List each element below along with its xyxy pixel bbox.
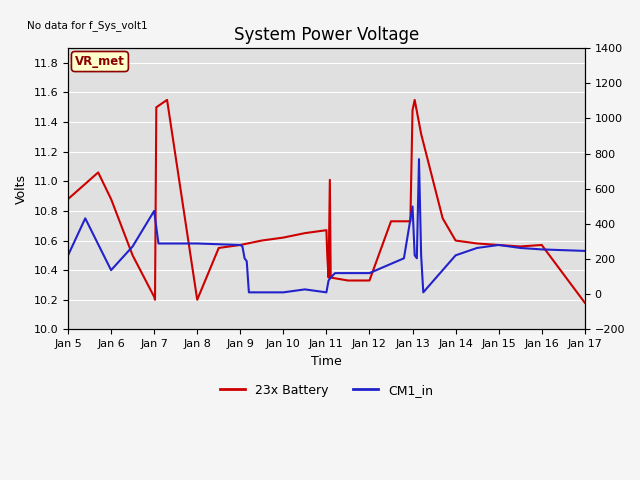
CM1_in: [236, 242, 244, 248]
CM1_in: [155, 240, 163, 246]
23x Battery: [301, 230, 308, 236]
CM1_in: [241, 255, 248, 261]
CM1_in: [243, 258, 251, 264]
23x Battery: [193, 297, 201, 302]
Legend: 23x Battery, CM1_in: 23x Battery, CM1_in: [214, 379, 438, 402]
CM1_in: [516, 245, 524, 251]
23x Battery: [258, 238, 266, 243]
CM1_in: [419, 289, 427, 295]
CM1_in: [400, 255, 408, 261]
CM1_in: [64, 252, 72, 258]
23x Battery: [327, 275, 335, 280]
23x Battery: [581, 300, 589, 306]
CM1_in: [129, 243, 136, 249]
Title: System Power Voltage: System Power Voltage: [234, 26, 419, 44]
23x Battery: [323, 228, 330, 233]
23x Battery: [324, 275, 332, 280]
23x Battery: [387, 218, 395, 224]
CM1_in: [301, 287, 308, 292]
23x Battery: [344, 277, 352, 283]
23x Battery: [163, 97, 171, 103]
Line: 23x Battery: 23x Battery: [68, 100, 585, 303]
CM1_in: [495, 242, 502, 248]
23x Battery: [94, 169, 102, 175]
23x Battery: [215, 245, 223, 251]
23x Battery: [411, 97, 419, 103]
23x Battery: [495, 242, 502, 248]
CM1_in: [417, 252, 425, 258]
23x Battery: [151, 297, 159, 302]
Y-axis label: Volts: Volts: [15, 174, 28, 204]
Line: CM1_in: CM1_in: [68, 159, 585, 292]
23x Battery: [406, 218, 414, 224]
CM1_in: [323, 289, 330, 295]
23x Battery: [474, 240, 481, 246]
Text: VR_met: VR_met: [75, 55, 125, 68]
23x Battery: [236, 242, 244, 248]
CM1_in: [245, 289, 253, 295]
CM1_in: [474, 245, 481, 251]
CM1_in: [411, 252, 419, 258]
23x Battery: [129, 252, 136, 258]
CM1_in: [327, 275, 335, 280]
23x Battery: [326, 177, 333, 183]
CM1_in: [81, 216, 89, 221]
23x Battery: [452, 238, 460, 243]
X-axis label: Time: Time: [311, 355, 342, 368]
23x Battery: [409, 108, 417, 113]
23x Battery: [152, 105, 160, 110]
23x Battery: [439, 216, 447, 221]
CM1_in: [280, 289, 287, 295]
23x Battery: [516, 243, 524, 249]
Text: No data for f_Sys_volt1: No data for f_Sys_volt1: [27, 20, 147, 31]
CM1_in: [108, 267, 115, 273]
CM1_in: [413, 255, 420, 261]
CM1_in: [452, 252, 460, 258]
23x Battery: [417, 131, 425, 137]
23x Battery: [365, 277, 373, 283]
CM1_in: [409, 204, 417, 209]
CM1_in: [538, 247, 545, 252]
23x Battery: [280, 235, 287, 240]
CM1_in: [239, 243, 246, 249]
23x Battery: [108, 196, 115, 202]
CM1_in: [365, 270, 373, 276]
23x Battery: [538, 242, 545, 248]
23x Battery: [323, 252, 331, 258]
23x Battery: [64, 196, 72, 202]
CM1_in: [415, 156, 423, 162]
CM1_in: [324, 277, 332, 283]
CM1_in: [193, 240, 201, 246]
CM1_in: [150, 208, 158, 214]
23x Battery: [150, 294, 158, 300]
CM1_in: [581, 248, 589, 254]
CM1_in: [331, 270, 339, 276]
